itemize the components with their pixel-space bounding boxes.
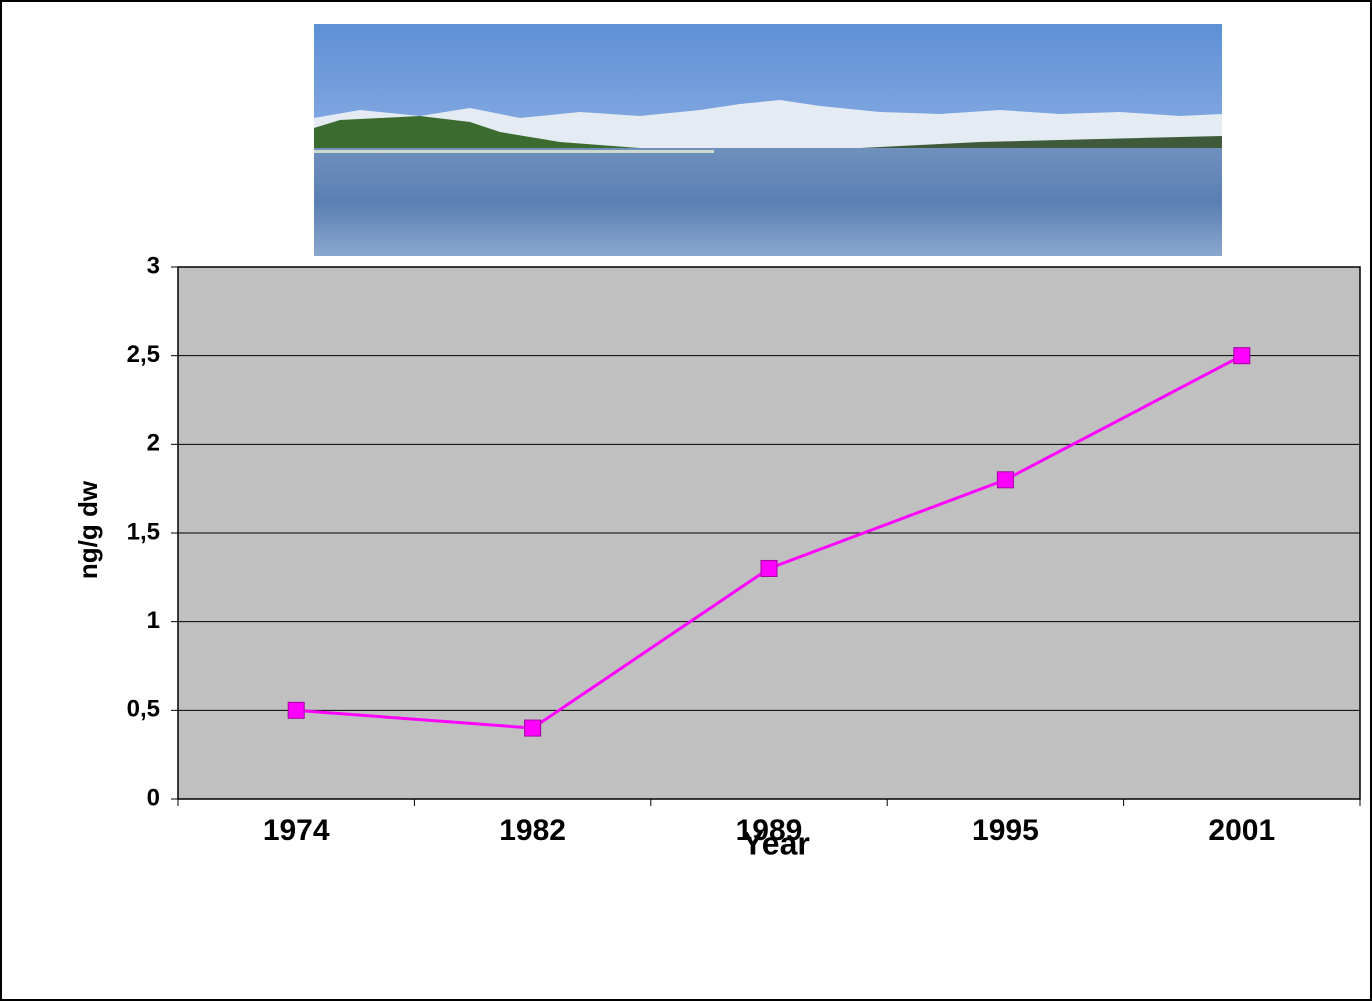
y-tick-label: 2 — [147, 430, 160, 457]
y-tick-label: 1 — [147, 607, 160, 634]
x-axis-label: Year — [742, 825, 810, 861]
data-point — [760, 559, 778, 577]
y-tick-label: 1,5 — [127, 518, 160, 545]
data-point — [287, 701, 305, 719]
x-tick-label: 2001 — [1208, 814, 1275, 847]
x-tick-label: 1974 — [263, 814, 330, 847]
lake-photo — [314, 24, 1222, 256]
x-tick-label: 1989 — [736, 814, 803, 847]
data-point — [1233, 347, 1251, 365]
y-tick-label: 0 — [147, 784, 160, 811]
y-tick-label: 0,5 — [127, 696, 160, 723]
y-tick-label: 2,5 — [127, 341, 160, 368]
data-point — [996, 471, 1014, 489]
y-tick-label: 3 — [147, 252, 160, 279]
x-tick-label: 1982 — [499, 814, 566, 847]
x-tick-label: 1995 — [972, 814, 1039, 847]
y-axis-label: ng/g dw — [73, 480, 103, 579]
data-point — [524, 719, 542, 737]
